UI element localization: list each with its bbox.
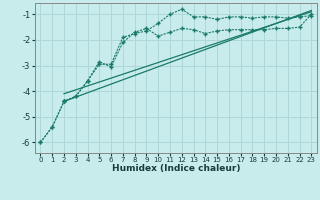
X-axis label: Humidex (Indice chaleur): Humidex (Indice chaleur) [112, 164, 240, 173]
